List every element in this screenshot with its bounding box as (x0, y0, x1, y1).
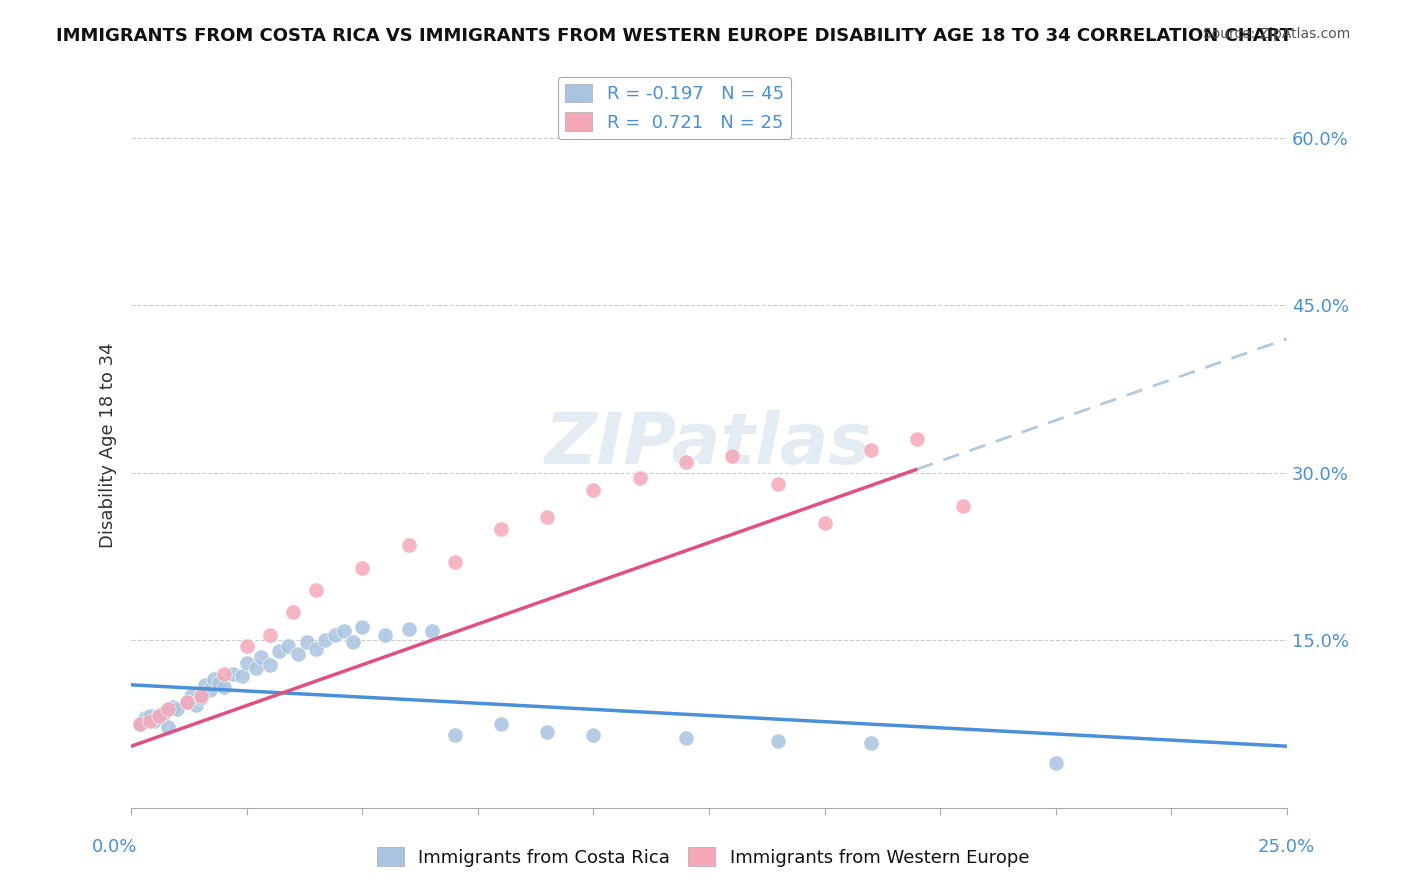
Point (536, 510, 558, 524)
Point (859, 736, 882, 750)
Point (813, 516, 835, 530)
Point (190, 689, 212, 703)
Point (582, 728, 605, 742)
Point (176, 695, 198, 709)
Point (582, 483, 605, 497)
Point (249, 649, 271, 664)
Point (129, 717, 152, 731)
Point (721, 449, 744, 463)
Point (259, 627, 281, 641)
Point (194, 678, 217, 692)
Point (675, 455, 697, 469)
Point (143, 714, 166, 728)
Point (129, 717, 152, 731)
Text: Source: ZipAtlas.com: Source: ZipAtlas.com (1202, 27, 1350, 41)
Point (305, 582, 328, 597)
Point (443, 728, 465, 742)
Point (952, 500, 974, 514)
Text: 0.0%: 0.0% (91, 838, 136, 856)
Legend: Immigrants from Costa Rica, Immigrants from Western Europe: Immigrants from Costa Rica, Immigrants f… (370, 840, 1036, 874)
Point (342, 635, 364, 649)
Point (208, 675, 231, 690)
Point (184, 698, 207, 712)
Point (352, 620, 374, 634)
Legend: R = -0.197   N = 45, R =  0.721   N = 25: R = -0.197 N = 45, R = 0.721 N = 25 (558, 77, 792, 139)
Point (204, 673, 226, 687)
Y-axis label: Disability Age 18 to 34: Disability Age 18 to 34 (100, 342, 117, 548)
Point (162, 700, 184, 714)
Point (269, 644, 291, 658)
Point (152, 706, 174, 720)
Point (236, 639, 259, 653)
Point (281, 605, 304, 619)
Point (157, 702, 180, 716)
Point (231, 669, 253, 683)
Point (314, 633, 336, 648)
Point (287, 647, 309, 661)
Point (1045, 756, 1067, 770)
Point (768, 733, 790, 747)
Point (323, 627, 346, 641)
Point (398, 622, 420, 636)
Point (259, 657, 281, 672)
Point (245, 661, 267, 675)
Point (148, 708, 170, 723)
Point (374, 627, 396, 641)
Point (176, 695, 198, 709)
Point (628, 471, 651, 485)
Point (859, 443, 882, 458)
Point (333, 624, 356, 639)
Point (352, 560, 374, 574)
Point (138, 714, 160, 728)
Point (277, 639, 299, 653)
Point (295, 635, 318, 649)
Point (134, 711, 156, 725)
Point (305, 642, 328, 657)
Point (768, 477, 790, 491)
Point (536, 724, 558, 739)
Point (180, 689, 202, 703)
Point (443, 555, 465, 569)
Point (212, 680, 235, 694)
Point (222, 666, 245, 681)
Text: 25.0%: 25.0% (1257, 838, 1315, 856)
Point (236, 656, 259, 670)
Point (489, 717, 512, 731)
Point (905, 432, 928, 446)
Point (148, 709, 170, 723)
Point (489, 522, 512, 536)
Point (420, 624, 443, 639)
Point (198, 683, 221, 698)
Text: IMMIGRANTS FROM COSTA RICA VS IMMIGRANTS FROM WESTERN EUROPE DISABILITY AGE 18 T: IMMIGRANTS FROM COSTA RICA VS IMMIGRANTS… (56, 27, 1292, 45)
Point (212, 666, 235, 681)
Text: ZIPatlas: ZIPatlas (546, 410, 873, 479)
Point (398, 538, 420, 552)
Point (138, 709, 160, 723)
Point (166, 702, 188, 716)
Point (157, 720, 180, 734)
Point (675, 731, 697, 746)
Point (190, 691, 212, 706)
